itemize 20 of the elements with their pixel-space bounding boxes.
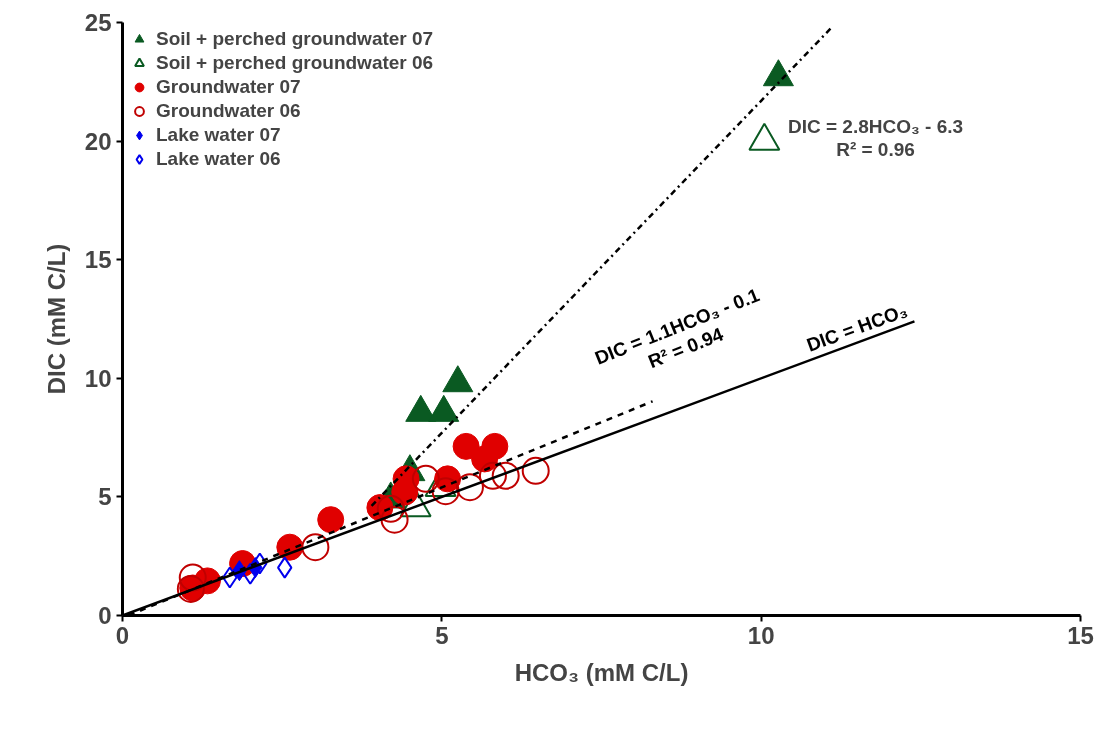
x-tick-label: 10 [747,621,775,649]
x-tick-label: 0 [115,621,130,649]
x-tick-label: 5 [435,621,449,649]
y-tick-label: 5 [98,483,112,511]
y-tick-label: 20 [84,127,112,155]
legend-label: Lake water 06 [156,148,281,170]
legend-label: Lake water 07 [156,124,281,146]
legend-label: Soil + perched groundwater 07 [156,28,434,50]
x-axis-title: HCO₃ (mM C/L) [514,658,689,686]
y-tick-label: 0 [98,602,112,629]
y-tick-label: 25 [84,9,112,36]
legend-label: Soil + perched groundwater 06 [156,52,434,74]
annotation: DIC = HCO₃ [803,299,911,356]
annotation: DIC = 2.8HCO₃ - 6.3 R² = 0.96 [787,115,964,160]
x-tick-label: 15 [1067,621,1094,649]
legend-label: Groundwater 06 [156,100,301,122]
y-tick-label: 10 [84,364,112,392]
y-axis-title: DIC (mM C/L) [42,243,70,395]
y-tick-label: 15 [84,246,112,274]
legend-label: Groundwater 07 [156,76,301,98]
